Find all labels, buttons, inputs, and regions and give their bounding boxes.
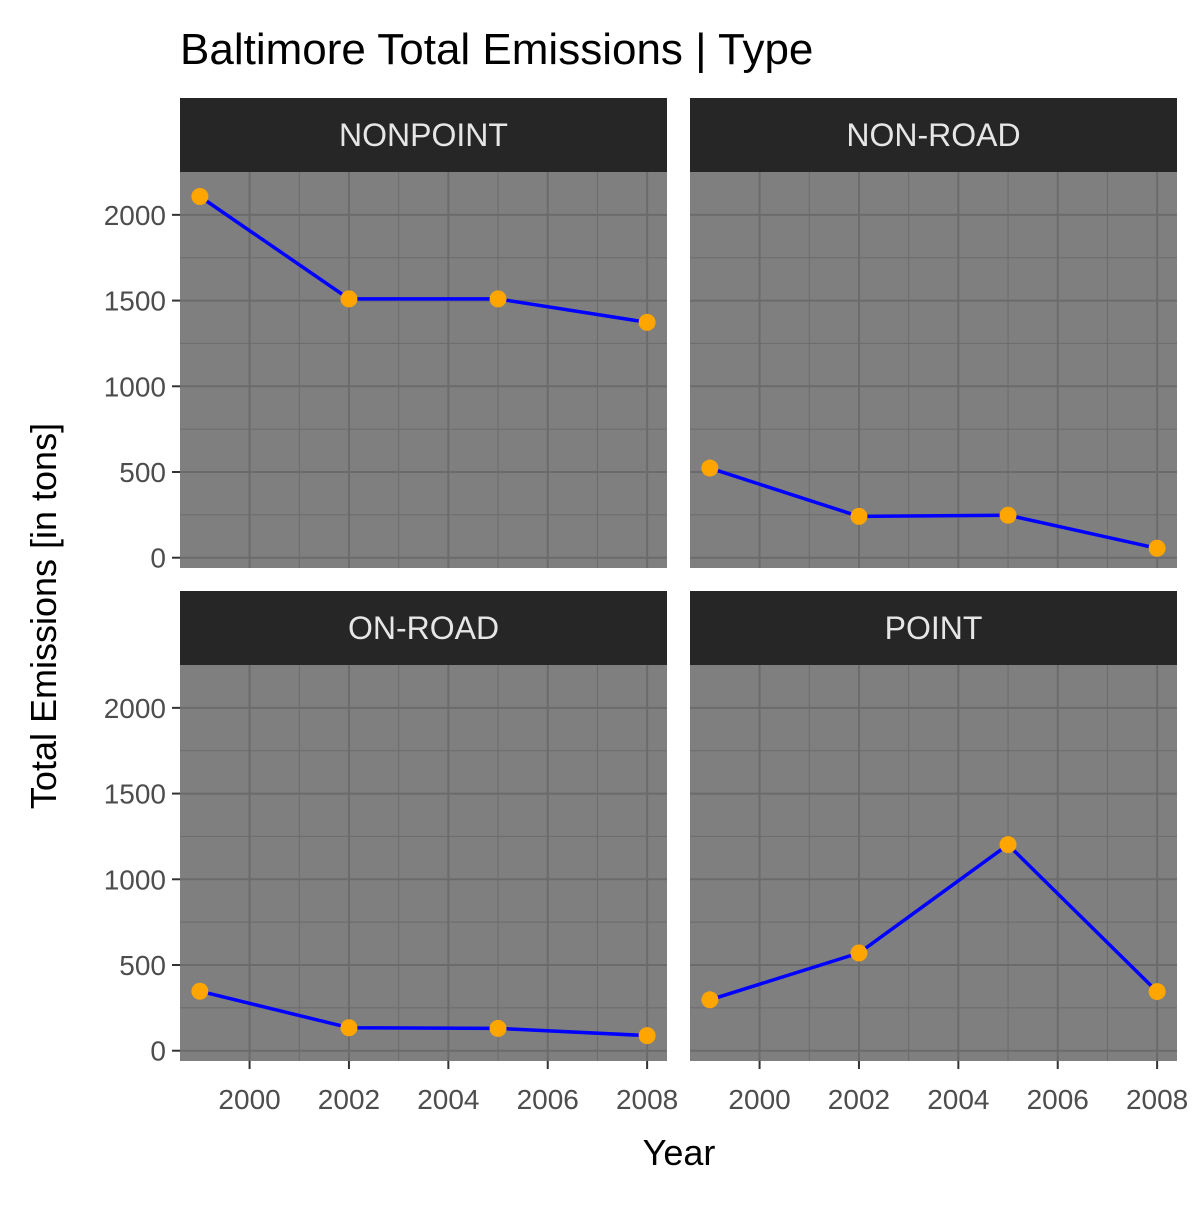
panel-background <box>180 665 667 1061</box>
data-point <box>638 313 656 331</box>
x-tick-label: 2000 <box>218 1084 280 1115</box>
y-tick-label: 1500 <box>104 286 166 317</box>
data-point <box>999 506 1017 524</box>
y-tick-label: 1500 <box>104 779 166 810</box>
data-point <box>1148 539 1166 557</box>
y-axis-title: Total Emissions [in tons] <box>23 423 64 809</box>
panel-on-road: ON-ROAD 0 500 1000 1500 2000 2000 2002 2004 2006 2… <box>104 591 678 1115</box>
y-tick-label: 1000 <box>104 371 166 402</box>
series-line <box>709 842 1159 1002</box>
data-point <box>638 1027 656 1045</box>
panel-non-road: NON-ROAD <box>690 98 1177 568</box>
series-line <box>199 989 648 1038</box>
facet-strip-label: NONPOINT <box>339 117 508 153</box>
facet-strip-label: ON-ROAD <box>348 610 499 646</box>
panel-background <box>690 172 1177 568</box>
data-point <box>489 1019 507 1037</box>
chart-title: Baltimore Total Emissions | Type <box>180 25 813 74</box>
data-point <box>701 991 719 1009</box>
x-tick-label: 2006 <box>517 1084 579 1115</box>
x-tick-label: 2004 <box>927 1084 989 1115</box>
y-tick-label: 0 <box>150 543 166 574</box>
data-point <box>489 290 507 308</box>
panels-layer: NONPOINT 0 500 1000 1500 2000 NON-ROAD ON-ROAD 0… <box>104 98 1188 1115</box>
x-tick-label: 2000 <box>728 1084 790 1115</box>
x-tick-label: 2002 <box>318 1084 380 1115</box>
x-tick-label: 2004 <box>417 1084 479 1115</box>
data-point <box>999 836 1017 854</box>
data-point <box>340 1019 358 1037</box>
y-tick-label: 1000 <box>104 864 166 895</box>
facet-strip <box>690 591 1177 665</box>
data-point <box>701 459 719 477</box>
y-tick-label: 500 <box>119 950 166 981</box>
data-point <box>850 507 868 525</box>
series-line <box>198 195 648 325</box>
data-point <box>1148 983 1166 1001</box>
x-tick-label: 2008 <box>616 1084 678 1115</box>
facet-strip <box>180 98 667 172</box>
data-point <box>850 944 868 962</box>
facet-strip-label: NON-ROAD <box>846 117 1020 153</box>
facet-strip-label: POINT <box>885 610 983 646</box>
facet-strip <box>180 591 667 665</box>
y-tick-label: 0 <box>150 1036 166 1067</box>
x-axis-title: Year <box>643 1132 716 1173</box>
x-tick-label: 2006 <box>1027 1084 1089 1115</box>
data-point <box>340 290 358 308</box>
data-point <box>191 188 209 206</box>
y-tick-label: 500 <box>119 457 166 488</box>
x-tick-label: 2008 <box>1126 1084 1188 1115</box>
data-point <box>191 982 209 1000</box>
panel-background <box>690 665 1177 1061</box>
panel-point: POINT 2000 2002 2004 2006 2008 <box>690 591 1188 1115</box>
facet-strip <box>690 98 1177 172</box>
y-tick-label: 2000 <box>104 693 166 724</box>
y-tick-label: 2000 <box>104 200 166 231</box>
x-tick-label: 2002 <box>828 1084 890 1115</box>
series-line <box>709 466 1158 551</box>
panel-nonpoint: NONPOINT 0 500 1000 1500 2000 <box>104 98 667 574</box>
